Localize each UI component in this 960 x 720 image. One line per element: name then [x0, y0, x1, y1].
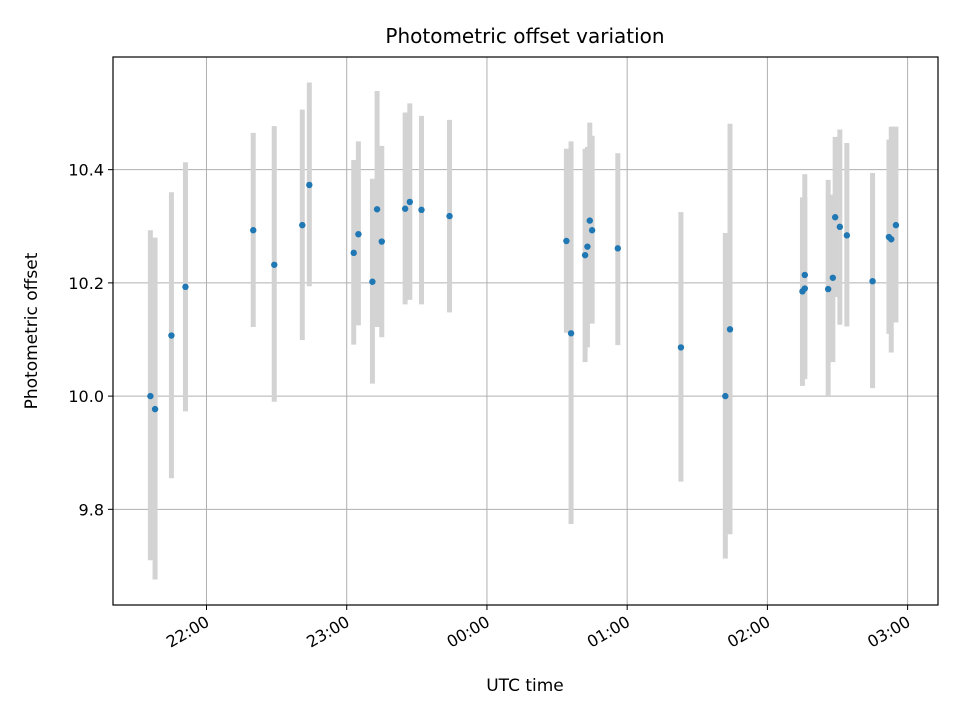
data-point — [271, 261, 278, 268]
y-tick-label: 9.8 — [79, 500, 104, 519]
data-point — [182, 283, 189, 291]
data-point — [418, 206, 425, 214]
y-tick-label: 10.4 — [68, 161, 104, 180]
data-point — [147, 392, 154, 400]
chart-title: Photometric offset variation — [385, 24, 664, 48]
data-point — [299, 221, 306, 229]
y-axis: 9.8 10.0 10.2 10.4 — [68, 161, 113, 519]
data-point — [586, 217, 593, 224]
data-point — [722, 392, 729, 400]
data-point — [369, 278, 376, 285]
y-tick-label: 10.0 — [68, 387, 104, 406]
data-point — [401, 205, 409, 212]
data-point — [888, 236, 895, 243]
data-point — [250, 227, 257, 234]
plot-frame — [112, 56, 939, 606]
data-point — [378, 238, 385, 245]
data-point — [151, 405, 159, 413]
data-point — [829, 274, 837, 281]
data-point — [892, 221, 900, 229]
y-axis-title: Photometric offset — [22, 252, 42, 409]
data-point — [824, 285, 832, 293]
data-point — [801, 271, 808, 279]
data-point — [726, 326, 734, 333]
data-point — [581, 251, 589, 259]
data-point — [836, 223, 844, 231]
data-point — [563, 237, 570, 245]
data-point — [801, 285, 808, 292]
data-point — [831, 214, 839, 221]
data-point — [306, 181, 313, 189]
data-point — [677, 344, 685, 351]
data-point — [588, 227, 596, 234]
data-point — [446, 212, 453, 220]
data-point — [355, 230, 362, 238]
data-point — [168, 332, 175, 339]
data-point — [614, 245, 622, 252]
data-point — [350, 249, 357, 257]
data-point — [584, 243, 591, 250]
data-point — [373, 206, 381, 213]
data-point — [869, 277, 876, 285]
data-point — [406, 198, 414, 206]
data-points — [147, 181, 900, 413]
data-point — [843, 232, 851, 239]
data-point — [567, 330, 575, 337]
x-axis-title: UTC time — [486, 676, 564, 696]
y-tick-label: 10.2 — [68, 274, 104, 293]
